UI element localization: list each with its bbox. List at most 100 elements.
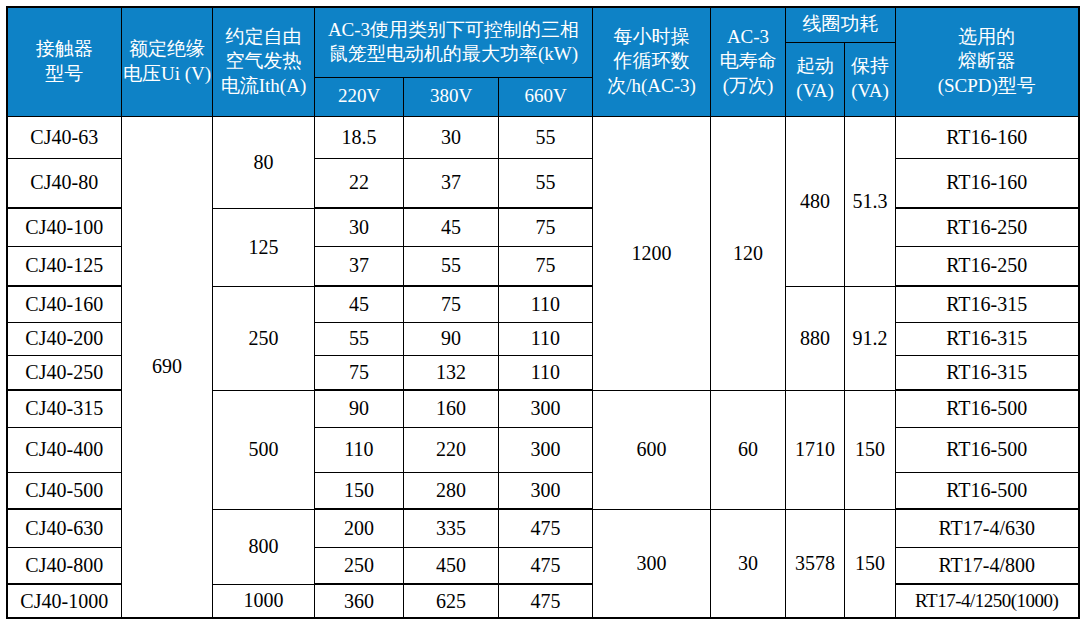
cell-kw-660: 75 [499,246,593,286]
cell-kw-380: 625 [404,584,499,618]
cell-fuse: RT16-250 [896,208,1079,246]
cell-kw-380: 280 [404,472,499,509]
header-thermal-current: 约定自由 空气发热 电流Ith(A) [213,7,315,116]
cell-kw-660: 110 [499,286,593,322]
cell-fuse: RT16-500 [896,390,1079,427]
header-660v: 660V [499,77,593,116]
cell-kw-380: 450 [404,547,499,584]
cell-model: CJ40-80 [7,158,122,208]
cell-kw-380: 37 [404,158,499,208]
cell-model: CJ40-400 [7,427,122,472]
cell-cycles: 300 [593,509,711,618]
cell-kw-220: 18.5 [315,116,404,158]
cell-kw-660: 475 [499,547,593,584]
cell-kw-380: 75 [404,286,499,322]
cell-kw-380: 30 [404,116,499,158]
cell-model: CJ40-250 [7,355,122,390]
cell-fuse: RT16-315 [896,286,1079,322]
header-start-va: 起动 (VA) [786,42,845,116]
cell-hold-va: 91.2 [845,286,896,390]
header-ac3-life: AC-3 电寿命 (万次) [711,7,786,116]
cell-model: CJ40-160 [7,286,122,322]
cell-kw-660: 55 [499,116,593,158]
cell-voltage: 690 [122,116,213,618]
header-cycles-per-hour: 每小时操 作循环数 次/h(AC-3) [593,7,711,116]
cell-model: CJ40-100 [7,208,122,246]
cell-kw-660: 110 [499,322,593,355]
cell-kw-220: 37 [315,246,404,286]
cell-model: CJ40-800 [7,547,122,584]
cell-kw-660: 300 [499,427,593,472]
cell-kw-220: 55 [315,322,404,355]
cell-kw-380: 220 [404,427,499,472]
cell-model: CJ40-315 [7,390,122,427]
cell-kw-220: 22 [315,158,404,208]
cell-kw-380: 55 [404,246,499,286]
cell-hold-va: 150 [845,509,896,618]
cell-fuse: RT16-160 [896,116,1079,158]
cell-model: CJ40-500 [7,472,122,509]
cell-model: CJ40-63 [7,116,122,158]
cell-kw-220: 360 [315,584,404,618]
cell-model: CJ40-125 [7,246,122,286]
cell-start-va: 1710 [786,390,845,509]
header-row-1: 接触器 型号 额定绝缘 电压Ui (V) 约定自由 空气发热 电流Ith(A) … [7,7,1079,42]
header-220v: 220V [315,77,404,116]
cell-ith: 1000 [213,584,315,618]
table-row: CJ40-63 690 80 18.5 30 55 1200 120 480 5… [7,116,1079,158]
cell-kw-660: 300 [499,472,593,509]
cell-life: 60 [711,390,786,509]
cell-kw-220: 90 [315,390,404,427]
cell-kw-380: 335 [404,509,499,547]
contactor-spec-table: 接触器 型号 额定绝缘 电压Ui (V) 约定自由 空气发热 电流Ith(A) … [6,6,1080,619]
cell-kw-220: 200 [315,509,404,547]
cell-start-va: 3578 [786,509,845,618]
cell-life: 120 [711,116,786,390]
cell-fuse: RT17-4/1250(1000) [896,584,1079,618]
cell-ith: 800 [213,509,315,584]
cell-ith: 250 [213,286,315,390]
cell-kw-380: 45 [404,208,499,246]
cell-ith: 125 [213,208,315,286]
cell-kw-380: 132 [404,355,499,390]
cell-kw-380: 160 [404,390,499,427]
cell-fuse: RT17-4/800 [896,547,1079,584]
cell-fuse: RT16-500 [896,427,1079,472]
cell-fuse: RT16-250 [896,246,1079,286]
header-rated-insulation-voltage: 额定绝缘 电压Ui (V) [122,7,213,116]
cell-hold-va: 51.3 [845,116,896,286]
cell-fuse: RT16-500 [896,472,1079,509]
cell-kw-660: 110 [499,355,593,390]
cell-model: CJ40-1000 [7,584,122,618]
cell-kw-220: 75 [315,355,404,390]
header-hold-va: 保持 (VA) [845,42,896,116]
cell-kw-660: 475 [499,509,593,547]
table-header: 接触器 型号 额定绝缘 电压Ui (V) 约定自由 空气发热 电流Ith(A) … [7,7,1079,116]
header-fuse-model: 选用的 熔断器 (SCPD)型号 [896,7,1079,116]
cell-fuse: RT17-4/630 [896,509,1079,547]
header-coil-power: 线圈功耗 [786,7,896,42]
header-380v: 380V [404,77,499,116]
cell-start-va: 880 [786,286,845,390]
cell-life: 30 [711,509,786,618]
cell-kw-660: 55 [499,158,593,208]
cell-kw-220: 150 [315,472,404,509]
cell-kw-660: 300 [499,390,593,427]
cell-kw-220: 250 [315,547,404,584]
table-body: CJ40-63 690 80 18.5 30 55 1200 120 480 5… [7,116,1079,618]
cell-fuse: RT16-315 [896,322,1079,355]
cell-cycles: 600 [593,390,711,509]
cell-start-va: 480 [786,116,845,286]
cell-kw-660: 475 [499,584,593,618]
cell-hold-va: 150 [845,390,896,509]
cell-model: CJ40-630 [7,509,122,547]
header-ac3-max-power: AC-3使用类别下可控制的三相 鼠笼型电动机的最大功率(kW) [315,7,593,77]
cell-kw-220: 30 [315,208,404,246]
cell-kw-220: 110 [315,427,404,472]
header-contactor-model: 接触器 型号 [7,7,122,116]
cell-model: CJ40-200 [7,322,122,355]
cell-fuse: RT16-160 [896,158,1079,208]
cell-ith: 500 [213,390,315,509]
cell-ith: 80 [213,116,315,208]
cell-cycles: 1200 [593,116,711,390]
